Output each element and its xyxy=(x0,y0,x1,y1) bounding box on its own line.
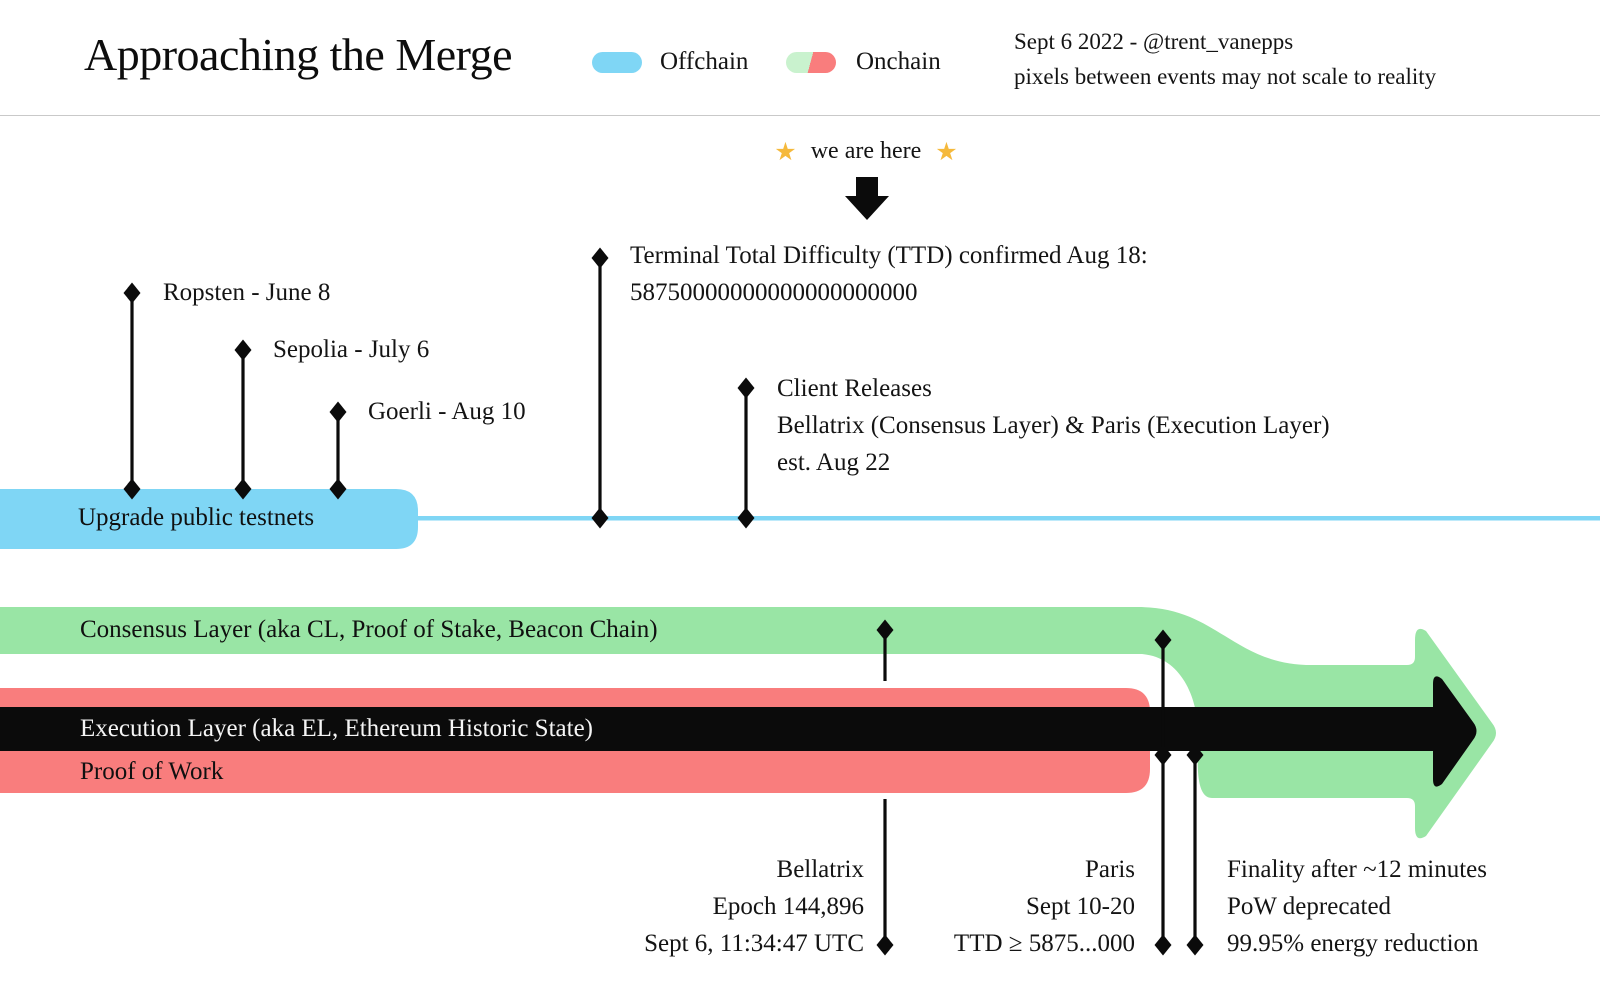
finality-line: Finality after ~12 minutes xyxy=(1227,856,1488,883)
client-line-3: est. Aug 22 xyxy=(777,449,891,476)
paris-ttd: TTD ≥ 5875...000 xyxy=(953,930,1135,957)
pow-bar-label: Proof of Work xyxy=(80,758,224,785)
diamond-paris-bottom-1 xyxy=(1154,934,1172,956)
testnets-bar-label: Upgrade public testnets xyxy=(78,504,315,531)
annotation-paris: Paris Sept 10-20 TTD ≥ 5875...000 xyxy=(954,851,1135,962)
credit-line-1: Sept 6 2022 - @trent_vanepps xyxy=(1014,29,1294,54)
pow-deprecated-line: PoW deprecated xyxy=(1227,893,1392,920)
page-title: Approaching the Merge xyxy=(84,29,513,80)
bellatrix-time: Sept 6, 11:34:47 UTC xyxy=(644,930,864,957)
diamond-ttd-base xyxy=(591,507,609,529)
annotation-finality: Finality after ~12 minutes PoW deprecate… xyxy=(1227,851,1487,962)
event-lines xyxy=(130,258,1197,945)
diamond-ropsten xyxy=(123,282,141,304)
client-line-2: Bellatrix (Consensus Layer) & Paris (Exe… xyxy=(777,412,1330,439)
onchain-legend-label: Onchain xyxy=(856,48,941,75)
bellatrix-epoch: Epoch 144,896 xyxy=(712,893,864,920)
paris-date: Sept 10-20 xyxy=(1025,893,1135,920)
we-are-here-label: we are here xyxy=(810,138,922,164)
event-label-client-releases: Client Releases Bellatrix (Consensus Lay… xyxy=(777,370,1330,481)
offchain-timeline-line xyxy=(418,516,1600,521)
diamond-paris-bottom-2 xyxy=(1186,934,1204,956)
ttd-line-2: 58750000000000000000000 xyxy=(630,279,918,306)
offchain-legend-swatch xyxy=(592,52,642,73)
bellatrix-name: Bellatrix xyxy=(776,856,864,883)
onchain-legend-swatch xyxy=(786,52,836,73)
client-line-1: Client Releases xyxy=(777,375,932,402)
diamond-goerli xyxy=(329,401,347,423)
execution-bar-label: Execution Layer (aka EL, Ethereum Histor… xyxy=(80,715,593,742)
event-label-sepolia: Sepolia - July 6 xyxy=(273,336,430,363)
annotation-bellatrix: Bellatrix Epoch 144,896 Sept 6, 11:34:47… xyxy=(644,851,864,962)
we-are-here-marker: ★ we are here ★ xyxy=(666,137,1066,167)
ttd-line-1: Terminal Total Difficulty (TTD) confirme… xyxy=(630,242,1148,269)
energy-line: 99.95% energy reduction xyxy=(1227,930,1479,957)
execution-layer-arrow xyxy=(0,676,1477,787)
diamond-sepolia xyxy=(234,339,252,361)
testnets-bar xyxy=(0,489,418,549)
credit-line-2: pixels between events may not scale to r… xyxy=(1014,64,1437,89)
event-label-ttd: Terminal Total Difficulty (TTD) confirme… xyxy=(630,237,1148,311)
event-label-goerli: Goerli - Aug 10 xyxy=(368,398,526,425)
star-icon: ★ xyxy=(935,139,958,166)
diamond-client-base xyxy=(737,507,755,529)
diamond-ttd-top xyxy=(591,247,609,269)
star-icon: ★ xyxy=(774,139,797,166)
down-arrow-icon xyxy=(845,177,889,220)
consensus-bar-label: Consensus Layer (aka CL, Proof of Stake,… xyxy=(80,616,658,643)
paris-name: Paris xyxy=(1085,856,1135,883)
diamond-client-top xyxy=(737,377,755,399)
offchain-legend-label: Offchain xyxy=(660,48,749,75)
consensus-layer-arrow-shape xyxy=(0,607,1496,839)
diamond-bellatrix-bottom xyxy=(876,934,894,956)
event-label-ropsten: Ropsten - June 8 xyxy=(163,279,331,306)
credit-text: Sept 6 2022 - @trent_vanepps pixels betw… xyxy=(1014,24,1436,94)
